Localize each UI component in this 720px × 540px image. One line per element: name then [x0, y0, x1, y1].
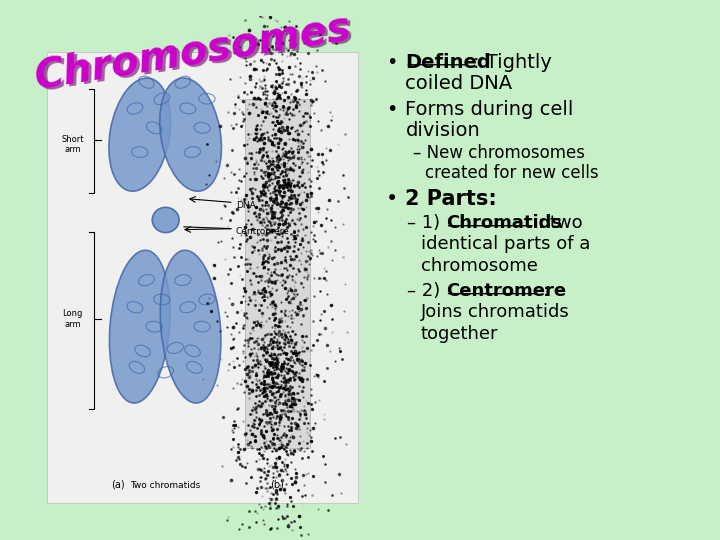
Ellipse shape: [109, 250, 170, 403]
Ellipse shape: [109, 78, 171, 191]
Text: Chromosomes: Chromosomes: [34, 9, 356, 99]
Ellipse shape: [161, 250, 221, 403]
Text: together: together: [420, 325, 498, 343]
Text: Joins chromatids: Joins chromatids: [420, 303, 570, 321]
Text: – New chromosomes: – New chromosomes: [413, 144, 585, 163]
Text: DNA: DNA: [235, 201, 256, 210]
Text: Long
arm: Long arm: [63, 309, 83, 328]
Text: Short
arm: Short arm: [61, 134, 84, 154]
Text: identical parts of a: identical parts of a: [420, 235, 590, 253]
Text: – 2): – 2): [408, 282, 446, 300]
Ellipse shape: [160, 78, 222, 191]
Text: Forms during cell: Forms during cell: [405, 100, 574, 119]
FancyBboxPatch shape: [246, 99, 310, 448]
Text: – 1): – 1): [408, 214, 446, 232]
Text: 2 Parts:: 2 Parts:: [405, 189, 498, 209]
Text: :: :: [543, 282, 549, 300]
Text: Centromere: Centromere: [446, 282, 566, 300]
Text: •: •: [386, 53, 397, 72]
Text: Chromosomes: Chromosomes: [31, 8, 354, 97]
Text: created for new cells: created for new cells: [425, 164, 598, 182]
Text: (a): (a): [111, 480, 125, 490]
FancyBboxPatch shape: [47, 52, 359, 503]
Text: •: •: [386, 100, 397, 119]
Text: coiled DNA: coiled DNA: [405, 75, 513, 93]
Text: division: division: [405, 121, 480, 140]
Text: •: •: [386, 189, 398, 209]
Ellipse shape: [152, 207, 179, 233]
Text: : two: : two: [538, 214, 582, 232]
Text: Defined: Defined: [405, 53, 491, 72]
Text: : Tightly: : Tightly: [472, 53, 552, 72]
Text: Two chromatids: Two chromatids: [130, 481, 201, 490]
Text: chromosome: chromosome: [420, 257, 538, 275]
Text: (b): (b): [270, 480, 284, 490]
Text: Chromatids: Chromatids: [446, 214, 562, 232]
Text: Centromere: Centromere: [235, 227, 289, 236]
